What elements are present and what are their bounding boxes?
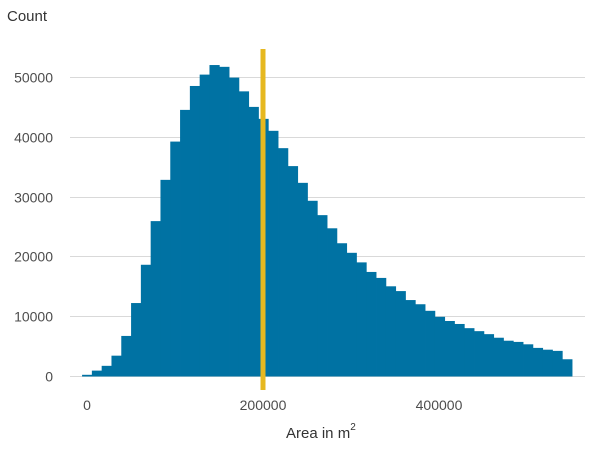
histogram-bar (278, 148, 289, 377)
histogram-bar (474, 331, 485, 377)
histogram-bar (385, 286, 397, 377)
histogram-bar (366, 271, 377, 377)
histogram-bar (415, 304, 426, 377)
histogram-bar (287, 166, 299, 377)
y-tick-label: 30000 (14, 190, 53, 206)
histogram-bar (209, 65, 220, 377)
histogram-bar (483, 334, 495, 377)
histogram-bar (454, 323, 465, 377)
y-tick-label: 50000 (14, 70, 53, 86)
histogram-bar (444, 320, 455, 377)
histogram-bar (493, 337, 504, 377)
histogram-bar (307, 200, 318, 377)
histogram-bar (425, 310, 436, 377)
x-axis-title: Area in m2 (286, 422, 356, 442)
histogram-bar (317, 215, 328, 377)
histogram-bar (229, 77, 240, 377)
histogram-bar (562, 359, 573, 377)
histogram-bar (542, 349, 553, 377)
histogram-bar (238, 91, 250, 377)
histogram-bar (327, 228, 338, 377)
x-tick-label: 0 (83, 397, 91, 413)
histogram-bar (268, 130, 279, 377)
histogram-bar (121, 335, 132, 377)
histogram-bar (434, 316, 446, 377)
histogram-bar (356, 262, 367, 377)
histogram-bar (552, 350, 563, 377)
histogram-bar (131, 303, 142, 377)
x-tick-label: 400000 (416, 397, 463, 413)
histogram-bar (91, 370, 103, 377)
y-tick-label: 10000 (14, 309, 53, 325)
histogram-bar (503, 340, 514, 377)
histogram-bar (405, 300, 416, 377)
histogram-bar (376, 277, 387, 377)
histogram-bar (189, 85, 201, 377)
histogram-bar (150, 221, 161, 377)
histogram-bar (199, 74, 210, 377)
histogram-bar (82, 374, 93, 377)
histogram-bar (160, 179, 171, 377)
y-tick-label: 40000 (14, 130, 53, 146)
median-line (260, 49, 266, 390)
histogram-bar (532, 347, 544, 377)
histogram-bar (513, 341, 524, 377)
histogram-bar (140, 264, 152, 377)
histogram-bar (336, 243, 348, 377)
x-axis-title-text: Area in m (286, 425, 351, 442)
x-axis-title-superscript: 2 (350, 422, 356, 433)
y-axis-title: Count (7, 8, 48, 25)
histogram-bar (248, 106, 259, 377)
histogram-bar (297, 182, 308, 377)
histogram-bar (523, 344, 534, 377)
histogram-bar (395, 291, 406, 377)
x-tick-label: 200000 (240, 397, 287, 413)
histogram-bar (346, 252, 357, 377)
histogram-bar (219, 66, 230, 377)
histogram-bar (180, 109, 191, 377)
y-tick-label: 0 (45, 369, 53, 385)
histogram-bar (101, 365, 112, 377)
histogram-bar (170, 141, 181, 377)
histogram-bar (464, 328, 475, 377)
histogram-bar (111, 355, 122, 377)
y-tick-label: 20000 (14, 249, 53, 265)
